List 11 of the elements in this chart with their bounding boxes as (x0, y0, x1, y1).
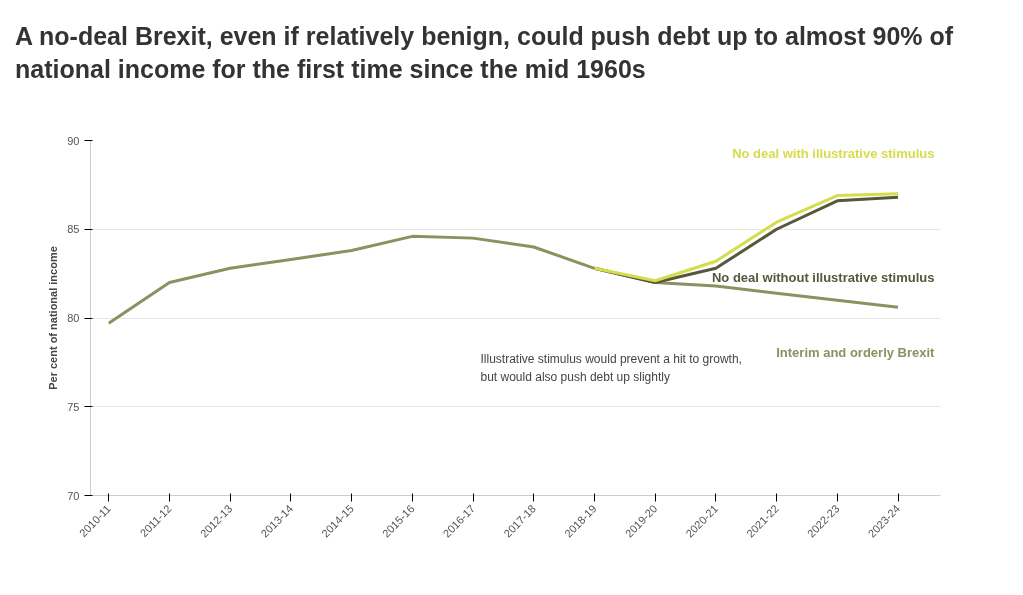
y-axis-title: Per cent of national income (47, 246, 60, 390)
chart-title: A no-deal Brexit, even if relatively benign, could push debt up to almost 90% of national income for the first time since the mid 1960s (15, 21, 955, 85)
y-tick-label: 70 (67, 489, 80, 502)
text: Interim and orderly Brexit (776, 344, 936, 360)
y-tick-label: 80 (67, 312, 80, 324)
y-tick-label: 90 (67, 134, 80, 147)
series-label: No deal without illustrative stimulus (711, 269, 935, 285)
text: No deal with illustrative stimulus (732, 146, 935, 162)
annotation: Illustrative stimulus would prevent a hit to growth, but would also push debt up slightly (480, 351, 742, 384)
y-tick-label: 85 (67, 223, 80, 236)
y-tick-label: 75 (67, 400, 80, 413)
